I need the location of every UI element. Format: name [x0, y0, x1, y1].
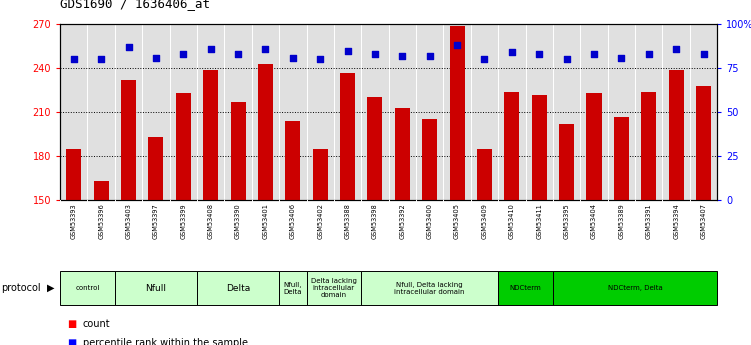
Bar: [94, 181, 109, 200]
Text: GSM53395: GSM53395: [563, 203, 569, 239]
Text: NDCterm: NDCterm: [510, 285, 541, 291]
Text: Nfull, Delta lacking
intracellular domain: Nfull, Delta lacking intracellular domai…: [394, 282, 465, 295]
Text: GSM53411: GSM53411: [536, 203, 542, 239]
Text: GSM53403: GSM53403: [125, 203, 131, 239]
Bar: [477, 149, 492, 200]
Point: [122, 44, 134, 50]
Text: GSM53406: GSM53406: [290, 203, 296, 239]
Point: [615, 55, 627, 60]
Text: GSM53405: GSM53405: [454, 203, 460, 239]
Text: GSM53402: GSM53402: [317, 203, 323, 239]
Text: NDCterm, Delta: NDCterm, Delta: [608, 285, 662, 291]
Text: GSM53407: GSM53407: [701, 203, 707, 239]
Bar: [231, 102, 246, 200]
Point: [150, 55, 162, 60]
Point: [342, 48, 354, 53]
Bar: [258, 64, 273, 200]
Point: [451, 42, 463, 48]
Point: [259, 46, 271, 51]
Text: GSM53390: GSM53390: [235, 203, 241, 239]
Bar: [66, 149, 81, 200]
Text: GSM53392: GSM53392: [400, 203, 406, 239]
Bar: [176, 93, 191, 200]
Bar: [395, 108, 410, 200]
Text: GSM53399: GSM53399: [180, 203, 186, 238]
Bar: [450, 26, 465, 200]
Bar: [614, 117, 629, 200]
Text: Nfull: Nfull: [146, 284, 167, 293]
Text: GSM53404: GSM53404: [591, 203, 597, 239]
Bar: [306, 271, 361, 305]
Point: [232, 51, 244, 57]
Bar: [367, 98, 382, 200]
Text: GSM53400: GSM53400: [427, 203, 433, 239]
Text: ■: ■: [68, 319, 77, 329]
Text: Nfull,
Delta: Nfull, Delta: [284, 282, 302, 295]
Text: ▶: ▶: [47, 283, 54, 293]
Bar: [312, 149, 327, 200]
Point: [314, 57, 326, 62]
Point: [478, 57, 490, 62]
Text: GSM53393: GSM53393: [71, 203, 77, 238]
Text: Delta lacking
intracellular
domain: Delta lacking intracellular domain: [311, 278, 357, 298]
Point: [397, 53, 409, 59]
Point: [424, 53, 436, 59]
Text: GSM53388: GSM53388: [345, 203, 351, 239]
Bar: [498, 271, 553, 305]
Point: [670, 46, 682, 51]
Point: [533, 51, 545, 57]
Bar: [587, 93, 602, 200]
Text: GSM53391: GSM53391: [646, 203, 652, 238]
Bar: [553, 271, 717, 305]
Bar: [340, 72, 355, 200]
Point: [177, 51, 189, 57]
Bar: [559, 124, 575, 200]
Text: GSM53394: GSM53394: [673, 203, 679, 239]
Bar: [121, 80, 136, 200]
Bar: [422, 119, 437, 200]
Bar: [505, 92, 520, 200]
Text: GSM53401: GSM53401: [262, 203, 268, 239]
Bar: [279, 271, 306, 305]
Point: [205, 46, 217, 51]
Text: ■: ■: [68, 338, 77, 345]
Point: [287, 55, 299, 60]
Bar: [60, 271, 115, 305]
Text: GSM53398: GSM53398: [372, 203, 378, 239]
Bar: [197, 271, 279, 305]
Text: protocol: protocol: [2, 283, 41, 293]
Bar: [641, 92, 656, 200]
Text: GSM53409: GSM53409: [481, 203, 487, 239]
Bar: [361, 271, 498, 305]
Bar: [285, 121, 300, 200]
Text: GSM53389: GSM53389: [618, 203, 624, 239]
Text: Delta: Delta: [226, 284, 250, 293]
Text: GDS1690 / 1636406_at: GDS1690 / 1636406_at: [60, 0, 210, 10]
Text: percentile rank within the sample: percentile rank within the sample: [83, 338, 248, 345]
Point: [369, 51, 381, 57]
Point: [95, 57, 107, 62]
Text: GSM53408: GSM53408: [208, 203, 214, 239]
Bar: [668, 70, 683, 200]
Bar: [149, 137, 164, 200]
Point: [588, 51, 600, 57]
Bar: [115, 271, 197, 305]
Point: [643, 51, 655, 57]
Text: control: control: [75, 285, 100, 291]
Bar: [203, 70, 219, 200]
Bar: [532, 95, 547, 200]
Text: GSM53410: GSM53410: [509, 203, 515, 239]
Point: [698, 51, 710, 57]
Point: [68, 57, 80, 62]
Point: [560, 57, 572, 62]
Text: GSM53396: GSM53396: [98, 203, 104, 239]
Text: GSM53397: GSM53397: [153, 203, 159, 239]
Bar: [696, 86, 711, 200]
Point: [506, 50, 518, 55]
Text: count: count: [83, 319, 110, 329]
